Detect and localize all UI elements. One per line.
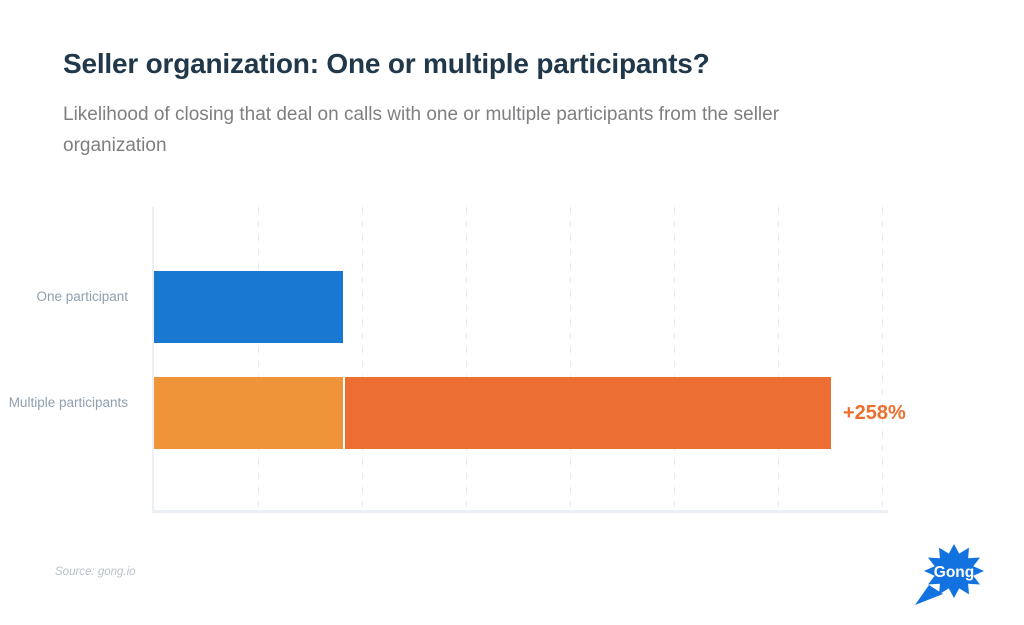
gong-logo: Gong	[912, 541, 996, 611]
gridline	[362, 207, 363, 510]
gong-logo-burst	[924, 544, 984, 598]
bar-row-multiple-participants: +258%	[154, 377, 906, 449]
gong-logo-burst-tail	[915, 585, 943, 605]
bar-row-one-participant	[154, 271, 343, 343]
source-text: Source: gong.io	[55, 566, 136, 578]
gridline	[778, 207, 779, 510]
gong-logo-text: Gong	[934, 564, 974, 581]
page-subtitle: Likelihood of closing that deal on calls…	[63, 104, 780, 156]
plot-area: +258%	[152, 207, 906, 513]
bar-segment	[154, 271, 343, 343]
bar-segment	[345, 377, 831, 449]
gridline	[466, 207, 467, 510]
gridline	[570, 207, 571, 510]
gridline	[674, 207, 675, 510]
page-title: Seller organization: One or multiple par…	[63, 48, 710, 79]
bar-value-annotation: +258%	[843, 401, 906, 424]
gridline	[882, 207, 883, 510]
y-axis-label-multiple-participants: Multiple participants	[8, 395, 128, 410]
bar-segment	[154, 377, 343, 449]
gridline	[258, 207, 259, 510]
y-axis-label-one-participant: One participant	[36, 289, 128, 304]
